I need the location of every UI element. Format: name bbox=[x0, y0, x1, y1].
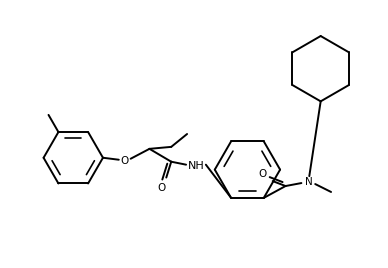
Text: N: N bbox=[305, 177, 313, 187]
Text: O: O bbox=[121, 156, 129, 166]
Text: O: O bbox=[259, 169, 267, 179]
Text: NH: NH bbox=[188, 161, 204, 171]
Text: O: O bbox=[157, 183, 165, 193]
